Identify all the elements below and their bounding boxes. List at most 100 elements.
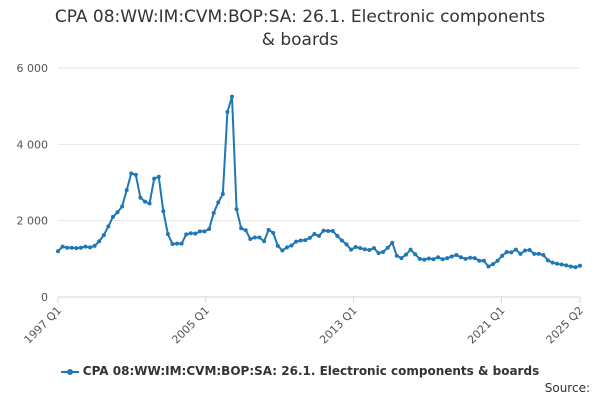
data-point — [197, 229, 202, 234]
data-point — [390, 240, 395, 245]
data-point — [161, 209, 166, 214]
chart-title-line-1: CPA 08:WW:IM:CVM:BOP:SA: 26.1. Electroni… — [54, 7, 546, 27]
data-point — [110, 214, 115, 219]
data-point — [202, 229, 207, 234]
data-point — [376, 251, 381, 256]
data-point — [170, 241, 175, 246]
data-point — [248, 236, 253, 241]
data-point — [335, 233, 340, 238]
data-point — [491, 262, 495, 267]
data-point — [509, 250, 514, 255]
data-point — [413, 252, 418, 257]
data-point — [294, 239, 299, 244]
data-point — [234, 207, 239, 212]
data-point — [417, 256, 422, 261]
data-point — [486, 264, 491, 269]
y-tick-label: 6 000 — [17, 62, 49, 75]
data-point — [317, 233, 321, 238]
data-point — [303, 238, 308, 243]
data-point — [133, 172, 138, 177]
data-point — [65, 245, 70, 250]
data-point — [262, 239, 267, 244]
data-point — [344, 242, 349, 247]
data-point — [349, 247, 354, 252]
data-point — [138, 195, 143, 200]
data-point — [532, 251, 537, 256]
data-point — [106, 224, 111, 229]
data-point — [271, 230, 276, 235]
data-point — [129, 171, 134, 176]
data-point — [220, 191, 225, 196]
data-point — [83, 244, 88, 249]
legend[interactable]: CPA 08:WW:IM:CVM:BOP:SA: 26.1. Electroni… — [0, 364, 600, 378]
data-point — [545, 258, 550, 263]
data-point — [518, 251, 523, 256]
x-axis: 1997 Q1 2005 Q1 2013 Q1 2021 Q1 2025 Q2 — [22, 296, 587, 347]
data-point — [156, 174, 161, 179]
data-point — [477, 258, 482, 263]
legend-series-label: CPA 08:WW:IM:CVM:BOP:SA: 26.1. Electroni… — [82, 364, 540, 378]
data-point — [472, 256, 477, 261]
data-point — [330, 228, 335, 233]
data-point — [541, 253, 546, 258]
legend-series-marker — [60, 367, 79, 377]
data-point — [69, 245, 74, 250]
data-point — [216, 200, 221, 205]
data-point — [266, 227, 271, 232]
data-point — [445, 256, 450, 261]
x-tick-label: 2021 Q1 — [465, 304, 508, 347]
y-tick-label: 0 — [41, 291, 48, 304]
data-point — [573, 265, 578, 270]
data-point — [339, 238, 344, 243]
data-point — [175, 241, 180, 246]
data-point — [523, 248, 528, 253]
data-point — [252, 235, 257, 240]
data-point — [394, 253, 399, 258]
data-point — [207, 227, 212, 232]
gridlines — [58, 67, 580, 222]
x-tick-label: 2013 Q1 — [317, 304, 360, 347]
data-point — [280, 248, 285, 253]
data-point — [275, 243, 280, 248]
x-tick-label: 2025 Q2 — [544, 304, 587, 347]
source-label: Source: — [544, 381, 590, 395]
data-point — [152, 176, 157, 181]
data-point — [257, 235, 262, 240]
data-point — [550, 260, 555, 265]
data-point — [399, 256, 404, 261]
data-point — [468, 255, 473, 260]
data-point — [239, 226, 244, 231]
data-point — [179, 241, 184, 246]
data-point — [97, 239, 102, 244]
data-point — [78, 245, 83, 250]
data-point — [431, 257, 436, 262]
data-point — [165, 232, 170, 237]
data-point — [115, 210, 120, 215]
data-point — [353, 245, 358, 249]
data-point — [436, 255, 441, 260]
data-point — [578, 263, 582, 268]
data-point — [312, 232, 317, 237]
chart-title: CPA 08:WW:IM:CVM:BOP:SA: 26.1. Electroni… — [0, 6, 600, 52]
data-point — [362, 247, 367, 252]
data-point — [243, 228, 248, 233]
data-point — [147, 201, 152, 206]
data-point — [307, 235, 312, 240]
data-point — [555, 261, 560, 266]
data-point — [422, 257, 427, 262]
data-point — [458, 255, 463, 260]
data-point — [358, 246, 363, 251]
data-point — [74, 246, 79, 251]
data-point — [211, 211, 216, 216]
x-tick-label: 2005 Q1 — [169, 304, 212, 347]
data-point — [381, 249, 386, 254]
data-point — [326, 228, 331, 233]
data-point — [527, 248, 532, 253]
data-point — [193, 231, 198, 236]
data-point — [440, 257, 445, 262]
data-point — [88, 245, 93, 250]
data-point — [500, 253, 505, 258]
chart-title-line-2: & boards — [261, 30, 339, 50]
plot-area — [56, 94, 582, 270]
